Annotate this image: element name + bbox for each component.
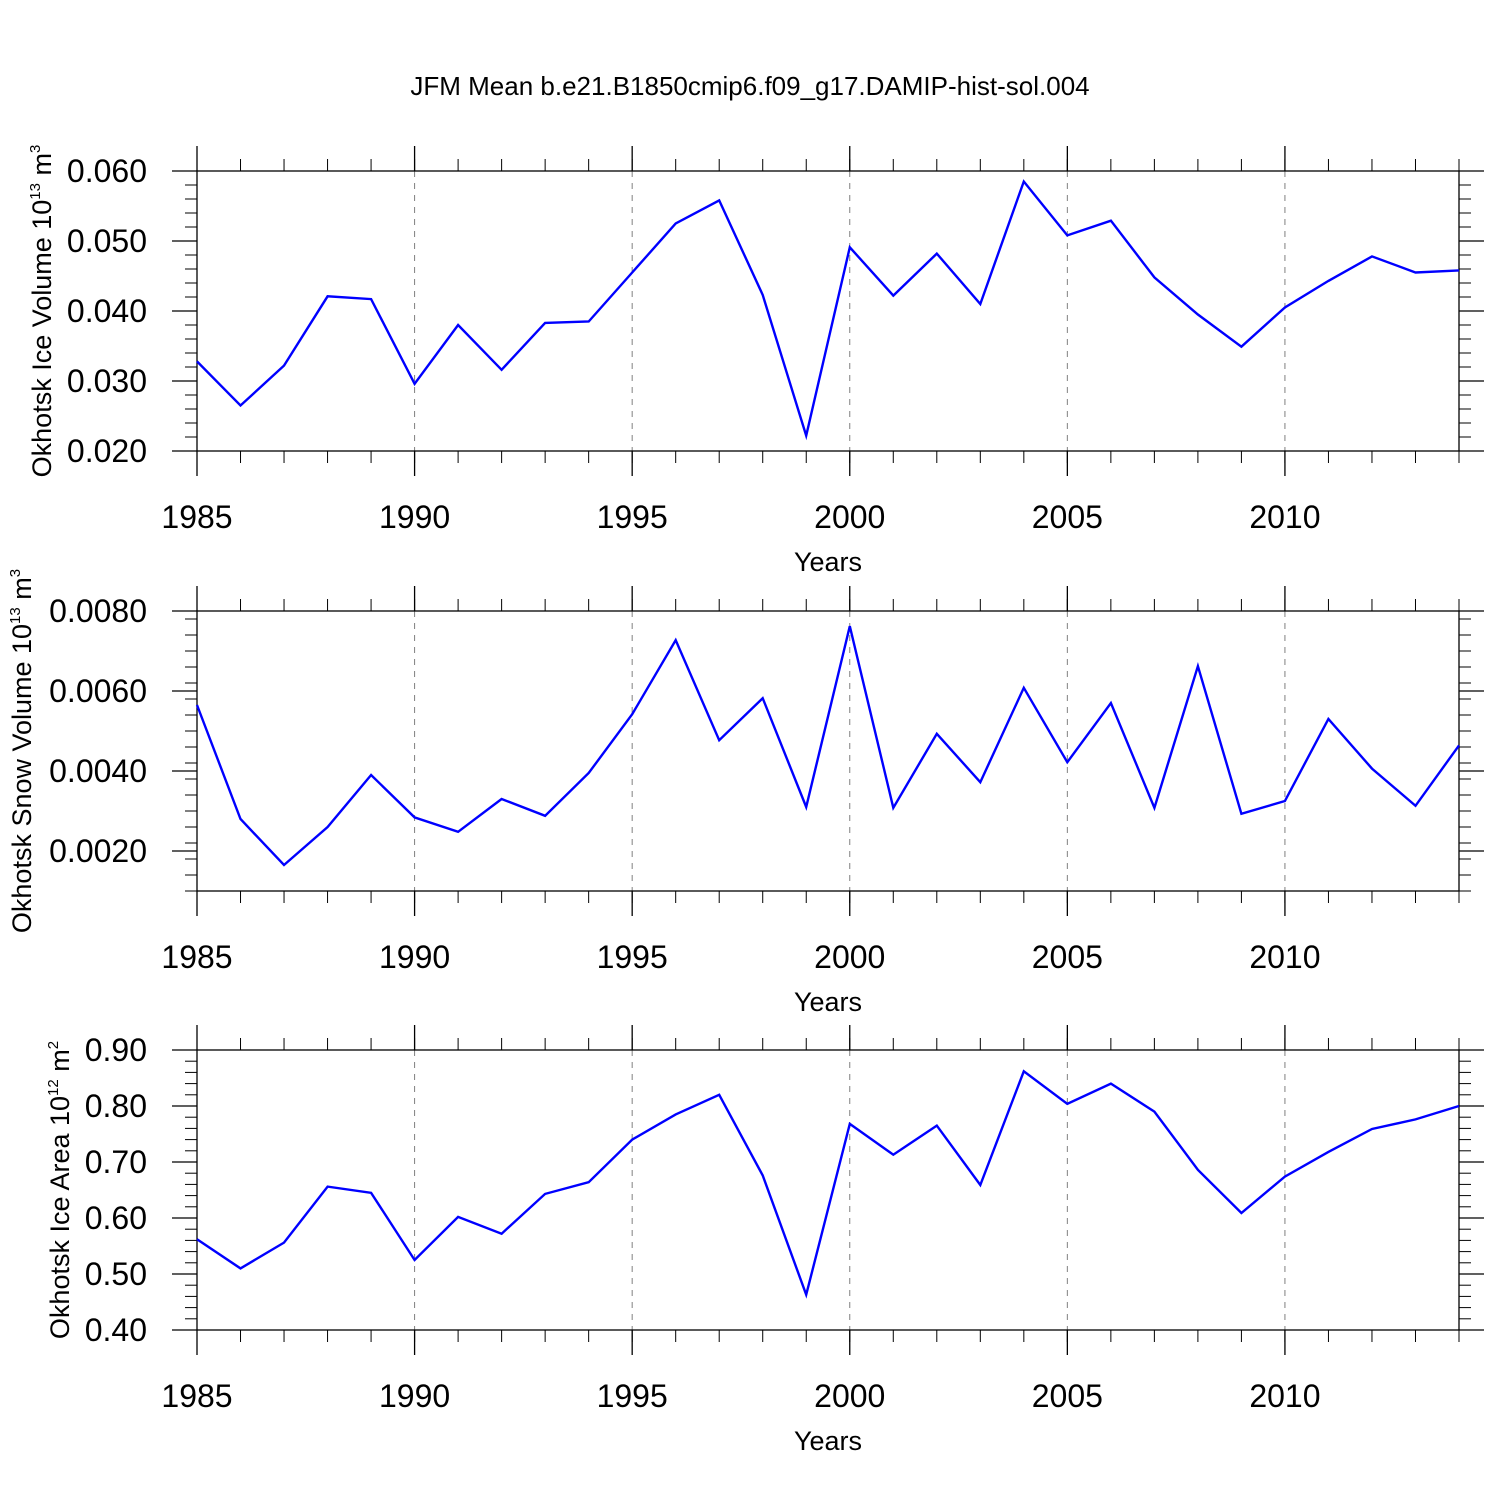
x-tick-label: 2010 [1249, 939, 1320, 975]
plot-frame [196, 1049, 1460, 1331]
x-tick-label: 2000 [814, 939, 885, 975]
figure-title: JFM Mean b.e21.B1850cmip6.f09_g17.DAMIP-… [410, 71, 1089, 101]
x-tick-label: 2005 [1032, 939, 1103, 975]
y-tick-label: 0.90 [85, 1032, 147, 1068]
y-axis-title: Okhotsk Ice Area 1012 m2 [45, 1041, 75, 1339]
x-axis-title: Years [794, 1426, 862, 1456]
y-tick-label: 0.0040 [49, 753, 147, 789]
y-tick-label: 0.50 [85, 1256, 147, 1292]
x-tick-label: 2010 [1249, 1378, 1320, 1414]
x-tick-label: 1990 [379, 499, 450, 535]
y-tick-label: 0.80 [85, 1088, 147, 1124]
x-tick-label: 1990 [379, 939, 450, 975]
x-tick-label: 1985 [161, 939, 232, 975]
y-tick-label: 0.030 [67, 363, 147, 399]
y-tick-label: 0.40 [85, 1312, 147, 1348]
panel-3: 1985 1990 1995 2000 2005 2010 0.40 0.50 0.60 0.70… [45, 1025, 1484, 1456]
y-tick-label: 0.060 [67, 153, 147, 189]
y-axis-title: Okhotsk Ice Volume 1013 m3 [27, 145, 57, 478]
y-tick-label: 0.0060 [49, 673, 147, 709]
x-tick-label: 2005 [1032, 499, 1103, 535]
x-tick-label: 2000 [814, 1378, 885, 1414]
x-tick-label: 2005 [1032, 1378, 1103, 1414]
y-tick-label: 0.050 [67, 223, 147, 259]
panel-2: 1985 1990 1995 2000 2005 2010 0.0020 0.0040 0.00… [7, 569, 1484, 1017]
panels: 1985 1990 1995 2000 2005 2010 0.020 0.030 0.040 0… [7, 145, 1484, 1456]
x-tick-label: 1990 [379, 1378, 450, 1414]
x-axis-title: Years [794, 547, 862, 577]
x-tick-label: 1995 [597, 939, 668, 975]
y-tick-label: 0.020 [67, 433, 147, 469]
x-tick-label: 1995 [597, 1378, 668, 1414]
y-tick-label: 0.60 [85, 1200, 147, 1236]
series-line [196, 179, 1460, 441]
x-tick-label: 1985 [161, 1378, 232, 1414]
x-axis-title: Years [794, 987, 862, 1017]
y-tick-label: 0.70 [85, 1144, 147, 1180]
y-tick-label: 0.0020 [49, 833, 147, 869]
panel-1: 1985 1990 1995 2000 2005 2010 0.020 0.030 0.040 0… [27, 145, 1484, 577]
plot-frame [196, 610, 1460, 892]
y-axis-title: Okhotsk Snow Volume 1013 m3 [7, 569, 37, 933]
x-tick-label: 2010 [1249, 499, 1320, 535]
y-tick-label: 0.040 [67, 293, 147, 329]
x-tick-label: 1985 [161, 499, 232, 535]
plot-frame [196, 170, 1460, 452]
series-line [195, 625, 1460, 867]
series-line [196, 1069, 1460, 1299]
x-tick-label: 1995 [597, 499, 668, 535]
x-tick-label: 2000 [814, 499, 885, 535]
y-tick-label: 0.0080 [49, 593, 147, 629]
